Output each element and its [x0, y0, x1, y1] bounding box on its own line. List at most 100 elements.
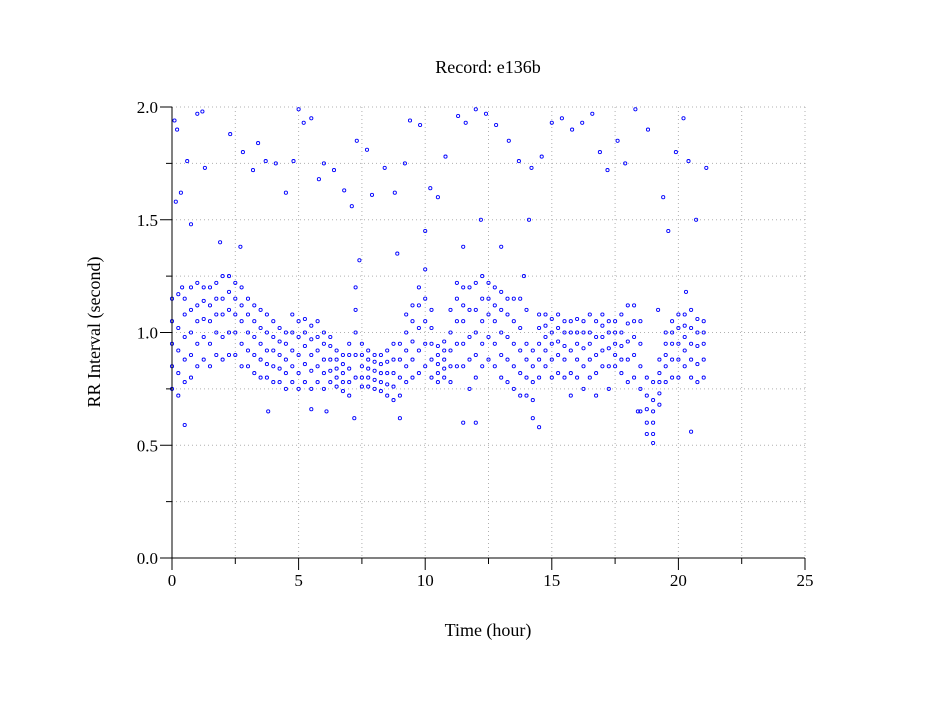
data-point	[315, 334, 320, 340]
data-point	[334, 366, 339, 371]
data-point	[321, 161, 326, 166]
data-point	[392, 190, 397, 195]
data-point	[638, 386, 643, 391]
data-point	[296, 386, 301, 391]
data-point	[283, 341, 288, 346]
data-point	[290, 380, 295, 385]
data-point	[505, 380, 510, 385]
data-point	[176, 292, 181, 297]
data-point	[461, 364, 466, 369]
data-point	[613, 319, 618, 324]
data-point	[587, 312, 592, 317]
data-point	[202, 165, 207, 170]
data-point	[423, 364, 428, 369]
data-point	[448, 307, 453, 312]
data-point	[587, 341, 592, 346]
data-point	[195, 319, 200, 324]
data-point	[454, 341, 459, 346]
x-tick-label: 5	[294, 571, 303, 590]
data-point	[185, 159, 190, 164]
data-point	[645, 127, 651, 132]
data-point	[283, 190, 288, 195]
data-point	[435, 380, 440, 385]
data-point	[448, 380, 453, 385]
data-point	[663, 380, 668, 385]
data-point	[480, 364, 485, 369]
data-point	[397, 357, 402, 362]
data-point	[340, 371, 345, 376]
data-point	[492, 364, 497, 369]
data-point	[397, 341, 402, 346]
data-point	[499, 352, 504, 358]
data-point	[635, 409, 640, 414]
data-point	[657, 357, 662, 362]
data-point	[264, 375, 269, 380]
data-point	[347, 366, 352, 371]
data-point	[188, 352, 194, 358]
data-point	[480, 296, 485, 301]
data-point	[173, 199, 178, 204]
data-point	[537, 325, 542, 331]
data-point	[266, 409, 271, 414]
data-point	[638, 409, 643, 414]
data-point	[473, 330, 478, 335]
data-point	[182, 296, 187, 301]
data-point	[410, 375, 415, 380]
data-point	[651, 409, 656, 414]
data-point	[663, 341, 668, 346]
data-point	[172, 118, 177, 123]
data-point	[195, 303, 200, 308]
data-point	[505, 312, 510, 317]
data-point	[670, 357, 675, 362]
data-point	[594, 334, 599, 340]
data-point	[543, 348, 548, 353]
data-point	[625, 321, 630, 326]
data-point	[676, 312, 681, 317]
data-point	[226, 307, 232, 312]
data-point	[245, 330, 251, 335]
data-point	[252, 352, 257, 358]
data-point	[486, 280, 491, 285]
data-point	[600, 348, 605, 353]
data-point	[682, 334, 687, 340]
data-point	[176, 348, 181, 353]
data-point	[410, 319, 415, 324]
data-point	[625, 380, 630, 385]
data-point	[220, 296, 225, 301]
data-point	[559, 116, 564, 121]
data-point	[568, 330, 573, 335]
data-point	[638, 341, 643, 346]
data-point	[492, 285, 497, 290]
data-point	[334, 375, 339, 380]
data-point	[240, 150, 245, 155]
data-point	[404, 348, 409, 353]
data-point	[385, 382, 390, 387]
data-point	[644, 375, 649, 380]
data-point	[220, 334, 225, 340]
data-point	[423, 319, 428, 324]
x-tick-label: 10	[417, 571, 434, 590]
data-point	[570, 127, 575, 132]
data-point	[461, 341, 466, 346]
data-point	[467, 285, 472, 290]
data-point	[600, 312, 605, 317]
data-point	[359, 384, 364, 389]
data-point	[580, 120, 585, 125]
data-point	[600, 334, 605, 340]
data-point	[220, 357, 225, 362]
data-point	[258, 375, 263, 380]
chart-title: Record: e136b	[435, 57, 540, 77]
data-point	[321, 371, 326, 376]
data-point	[328, 334, 333, 340]
data-point	[486, 296, 491, 301]
data-point	[442, 366, 447, 371]
data-point	[372, 359, 377, 364]
data-point	[245, 312, 251, 317]
data-point	[252, 334, 257, 340]
data-point	[632, 334, 637, 340]
data-point	[511, 386, 516, 391]
data-point	[670, 319, 675, 324]
data-point	[499, 375, 504, 380]
data-point	[556, 339, 561, 344]
data-point	[435, 371, 440, 376]
